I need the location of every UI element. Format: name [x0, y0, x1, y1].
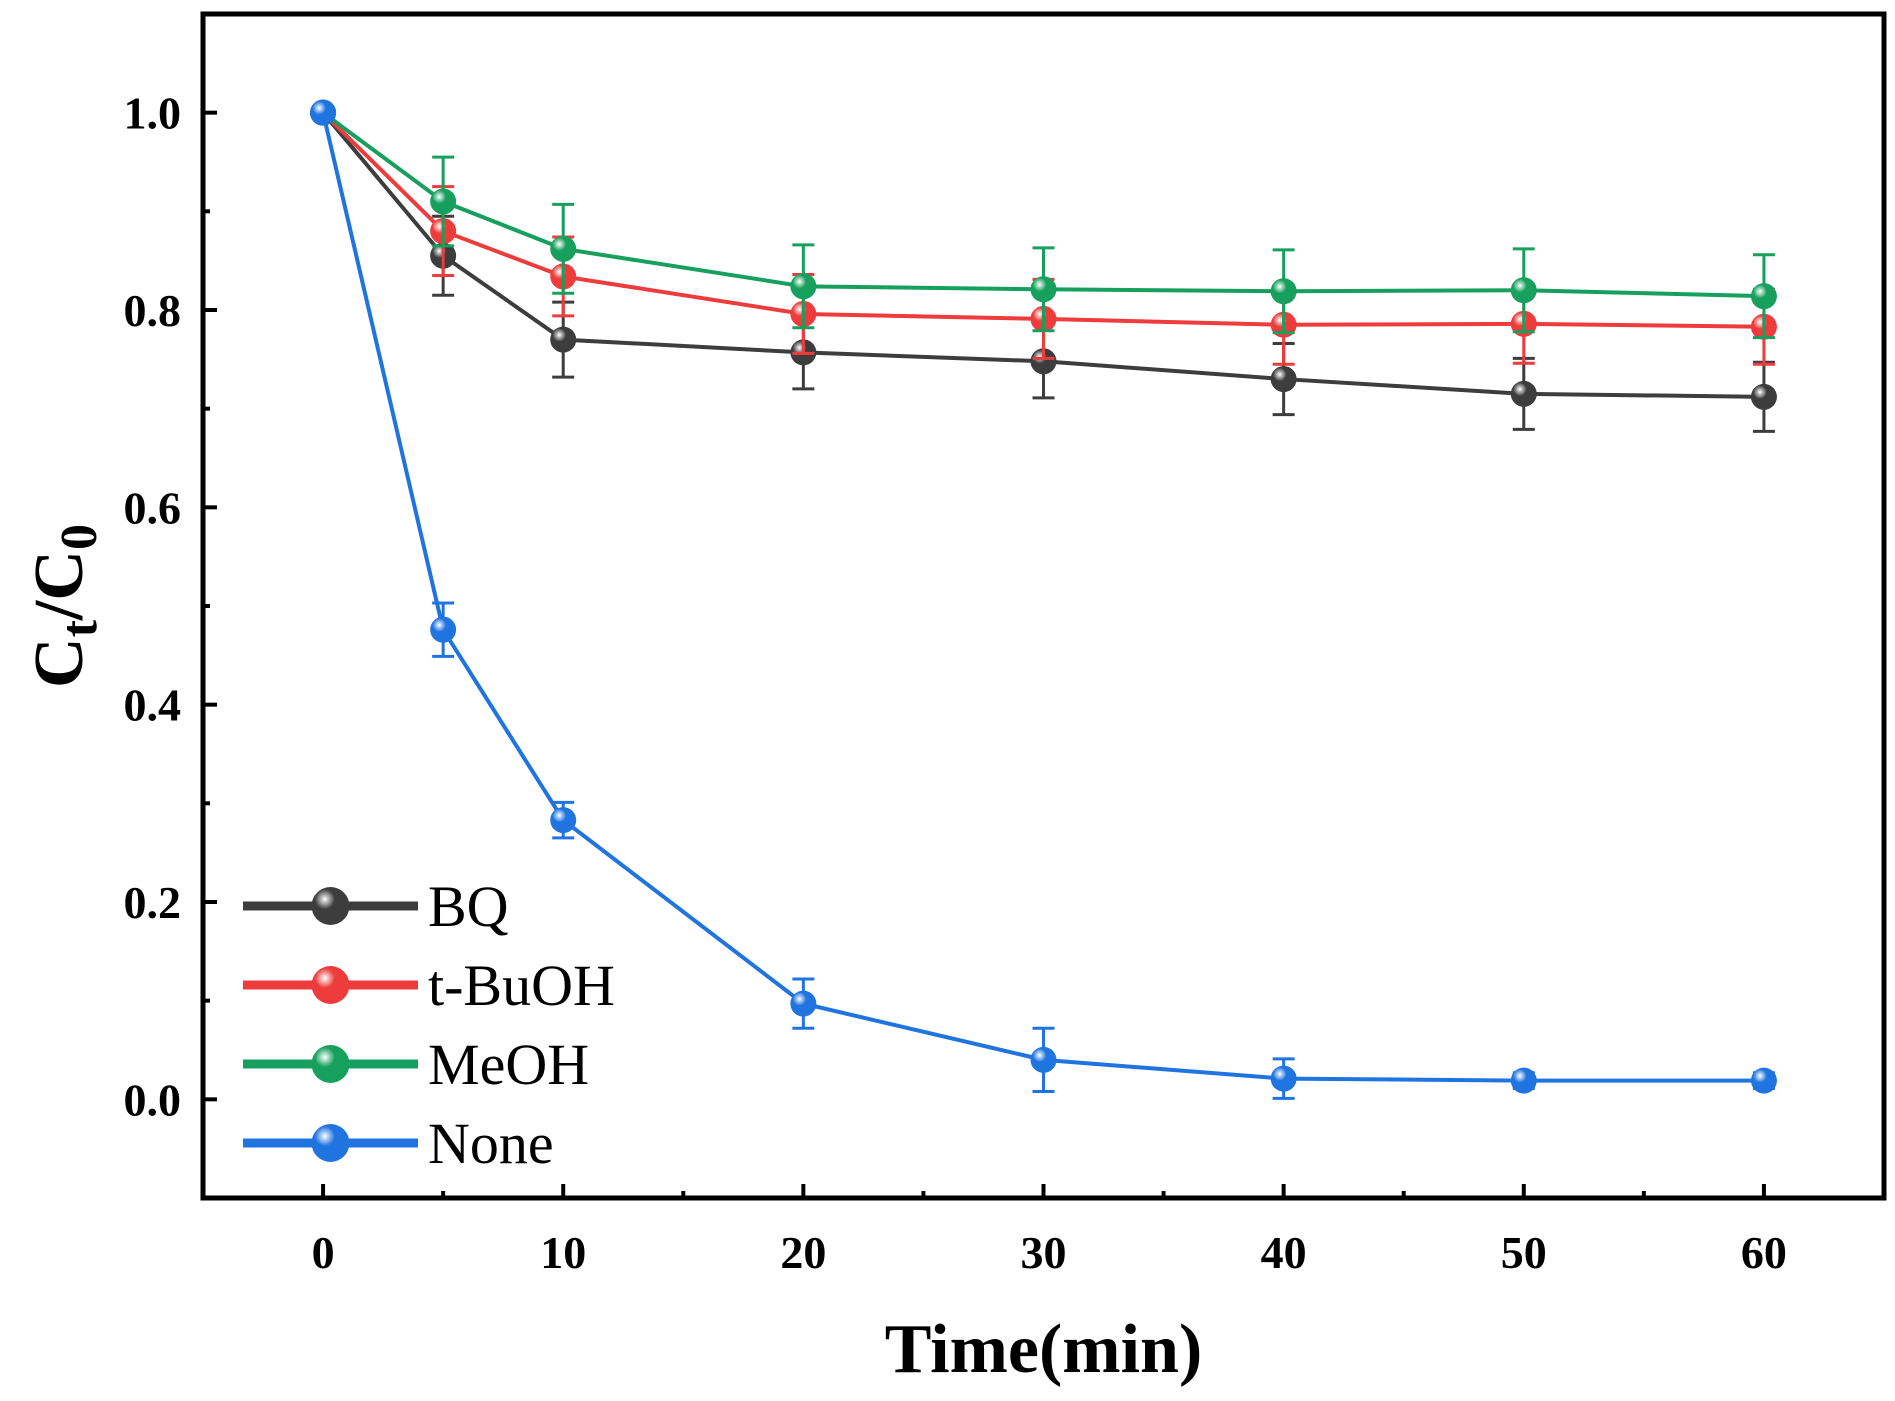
y-tick-label: 1.0: [124, 88, 182, 139]
data-point-none: [430, 616, 457, 643]
y-axis-title: Ct/C0: [21, 524, 108, 688]
x-tick-label: 60: [1741, 1227, 1787, 1278]
x-tick-label: 30: [1021, 1227, 1067, 1278]
legend-marker-t-buoh: [311, 966, 350, 1004]
data-point-meoh: [550, 235, 577, 262]
data-point-none: [1270, 1065, 1297, 1092]
legend-marker-meoh: [311, 1045, 350, 1083]
data-point-none: [790, 990, 817, 1017]
legend-marker-bq: [311, 887, 350, 925]
x-tick-label: 40: [1261, 1227, 1307, 1278]
y-tick-label: 0.0: [124, 1074, 182, 1125]
series-line-meoh: [321, 111, 1764, 299]
y-axis-title-c0: C: [21, 550, 98, 601]
x-tick-label: 0: [312, 1227, 335, 1278]
series-line-bq: [321, 111, 1764, 399]
data-point-bq: [1510, 380, 1537, 407]
y-axis-title-sub-0: 0: [51, 524, 108, 550]
x-tick-label: 20: [780, 1227, 826, 1278]
x-tick-label: 50: [1501, 1227, 1547, 1278]
legend-item-meoh: MeOH: [243, 1032, 589, 1097]
y-tick-label: 0.6: [124, 482, 182, 533]
data-point-bq: [1750, 383, 1777, 410]
data-point-meoh: [790, 273, 817, 300]
data-point-meoh: [1270, 278, 1297, 305]
data-point-meoh: [1750, 283, 1777, 310]
data-point-none: [1750, 1067, 1777, 1094]
legend-item-bq: BQ: [243, 874, 509, 939]
y-tick-label: 0.8: [124, 285, 182, 336]
y-tick-label: 0.2: [124, 877, 182, 928]
data-point-meoh: [1030, 276, 1057, 303]
legend-label-bq: BQ: [428, 874, 509, 939]
legend-item-t-buoh: t-BuOH: [243, 953, 615, 1018]
y-axis-title-slash: /: [21, 599, 98, 621]
legend-label-none: None: [428, 1111, 554, 1176]
legend-marker-none: [311, 1124, 350, 1162]
legend-label-t-buoh: t-BuOH: [428, 953, 615, 1018]
y-axis-title-sub-t: t: [51, 619, 108, 637]
x-axis-title: Time(min): [885, 1311, 1203, 1388]
series-line-t-buoh: [321, 111, 1764, 329]
data-point-none: [1030, 1046, 1057, 1073]
plot-frame: [200, 11, 1887, 1201]
series-line-none: [321, 112, 1764, 1083]
data-point-none: [310, 99, 337, 126]
data-point-meoh: [430, 188, 457, 215]
x-tick-label: 10: [540, 1227, 586, 1278]
data-point-none: [550, 807, 577, 834]
data-point-none: [1510, 1067, 1537, 1094]
y-tick-label: 0.4: [124, 680, 182, 731]
data-point-bq: [1030, 348, 1057, 375]
legend-label-meoh: MeOH: [428, 1032, 589, 1097]
data-point-meoh: [1510, 277, 1537, 304]
legend-item-none: None: [243, 1111, 554, 1176]
data-point-bq: [1270, 366, 1297, 393]
y-axis-title-c: C: [21, 637, 98, 688]
data-point-bq: [550, 326, 577, 353]
